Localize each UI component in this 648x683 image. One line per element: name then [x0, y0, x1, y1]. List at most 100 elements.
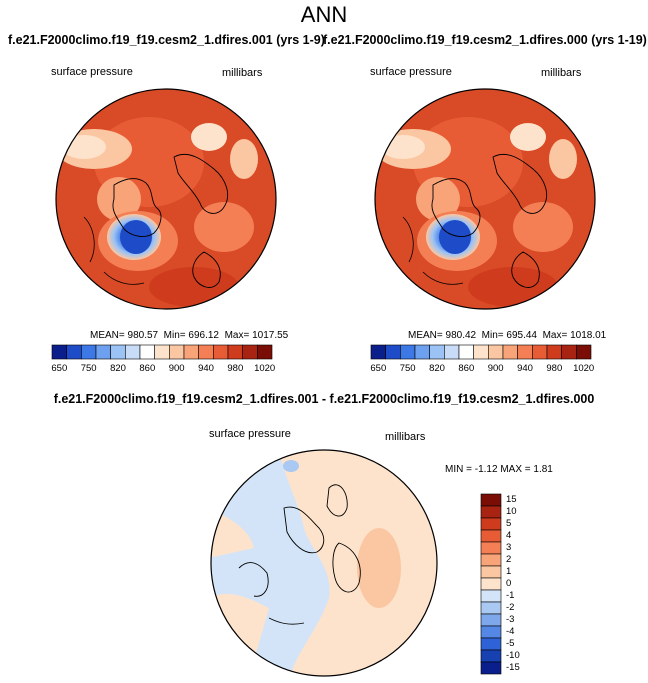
colorbar-tick-label: 860 — [458, 363, 475, 374]
colorbar-swatch — [444, 344, 460, 360]
colorbar-swatch — [502, 344, 518, 360]
colorbar-swatch — [517, 344, 533, 360]
colorbar-swatch — [370, 344, 386, 360]
main-title: ANN — [300, 2, 348, 27]
colorbar-swatch — [66, 344, 82, 360]
colorbar-left — [51, 344, 273, 360]
diff-title: f.e21.F2000climo.f19_f19.cesm2_1.dfires.… — [53, 392, 595, 406]
colorbar-swatch — [183, 344, 199, 360]
min-value-right: 695.44 — [506, 330, 537, 341]
max-value-left: 1017.55 — [252, 330, 289, 341]
colorbar-swatch — [125, 344, 141, 360]
colorbar-swatch — [198, 344, 214, 360]
colorbar-swatch — [257, 344, 273, 360]
colorbar-swatch — [429, 344, 445, 360]
colorbar-tick-label: 820 — [429, 363, 445, 374]
colorbar-swatch — [95, 344, 111, 360]
colorbar-tick-label: 1 — [506, 566, 512, 577]
colorbar-swatch — [480, 565, 502, 579]
colorbar-tick-label: 820 — [110, 363, 126, 374]
colorbar-tick-label: 650 — [370, 363, 387, 374]
colorbar-swatch — [169, 344, 185, 360]
colorbar-swatch — [576, 344, 592, 360]
colorbar-swatch — [480, 625, 502, 639]
max-label-right: Max= — [542, 330, 568, 341]
colorbar-tick-label: -3 — [506, 614, 515, 625]
units-label-diff: millibars — [385, 431, 426, 443]
colorbar-swatch — [480, 577, 502, 591]
min-value-diff: -1.12 — [474, 464, 498, 475]
colorbar-tick-label: 5 — [506, 518, 512, 529]
colorbar-tick-label: 980 — [546, 363, 563, 374]
colorbar-tick-label: 900 — [168, 363, 185, 374]
colorbar-tick-label: 750 — [399, 363, 416, 374]
colorbar-swatch — [561, 344, 577, 360]
colorbar-swatch — [480, 637, 502, 651]
min-value-left: 696.12 — [188, 330, 219, 341]
colorbar-tick-label: 1020 — [254, 363, 276, 374]
stats-right: MEAN= 980.42 Min= 695.44 Max= 1018.01 — [408, 330, 606, 341]
colorbar-swatch — [414, 344, 430, 360]
colorbar-swatch — [227, 344, 243, 360]
colorbar-swatch — [546, 344, 562, 360]
colorbar-swatch — [385, 344, 401, 360]
variable-label-diff: surface pressure — [209, 428, 291, 440]
colorbar-swatch — [480, 553, 502, 567]
colorbar-right — [370, 344, 592, 360]
colorbar-tick-label: 0 — [506, 578, 512, 589]
min-label-diff: MIN = — [445, 464, 472, 475]
colorbar-tick-label: 650 — [51, 363, 68, 374]
mean-label-left: MEAN= — [90, 330, 125, 341]
colorbar-swatch — [242, 344, 258, 360]
colorbar-tick-label: 4 — [506, 530, 512, 541]
mean-value-right: 980.42 — [445, 330, 477, 341]
colorbar-swatch — [480, 589, 502, 603]
colorbar-swatch — [480, 661, 502, 675]
colorbar-tick-label: 860 — [139, 363, 156, 374]
colorbar-tick-label: 15 — [506, 494, 517, 505]
colorbar-swatch — [139, 344, 155, 360]
colorbar-tick-label: -15 — [506, 662, 520, 673]
mean-label-right: MEAN= — [408, 330, 443, 341]
colorbar-swatch — [213, 344, 229, 360]
colorbar-diff — [480, 493, 502, 675]
colorbar-tick-label: -10 — [506, 650, 520, 661]
colorbar-tick-label: 2 — [506, 554, 512, 565]
colorbar-swatch — [480, 505, 502, 519]
colorbar-swatch — [458, 344, 474, 360]
colorbar-swatch — [51, 344, 67, 360]
colorbar-swatch — [480, 541, 502, 555]
colorbar-tick-label: -4 — [506, 626, 515, 637]
min-label-right: Min= — [481, 330, 504, 341]
colorbar-tick-label: -1 — [506, 590, 515, 601]
colorbar-swatch — [532, 344, 548, 360]
stats-diff: MIN = -1.12 MAX = 1.81 — [445, 464, 553, 475]
variable-label-right: surface pressure — [370, 66, 452, 78]
colorbar-tick-label: -5 — [506, 638, 515, 649]
colorbar-swatch — [480, 529, 502, 543]
polar-map-diff — [210, 449, 438, 677]
colorbar-tick-label: -2 — [506, 602, 515, 613]
colorbar-tick-label: 980 — [227, 363, 244, 374]
variable-label-left: surface pressure — [51, 66, 133, 78]
polar-map-left — [55, 88, 277, 310]
units-label-left: millibars — [222, 67, 263, 79]
stats-left: MEAN= 980.57 Min= 696.12 Max= 1017.55 — [90, 330, 288, 341]
case-title-right: f.e21.F2000climo.f19_f19.cesm2_1.dfires.… — [323, 33, 647, 47]
colorbar-swatch — [480, 601, 502, 615]
max-label-left: Max= — [224, 330, 250, 341]
colorbar-swatch — [480, 649, 502, 663]
colorbar-swatch — [81, 344, 97, 360]
polar-map-right — [374, 88, 596, 310]
colorbar-tick-label: 10 — [506, 506, 517, 517]
colorbar-tick-label: 750 — [80, 363, 97, 374]
colorbar-tick-label: 940 — [517, 363, 533, 374]
min-label-left: Min= — [163, 330, 186, 341]
max-label-diff: MAX = — [500, 464, 531, 475]
colorbar-swatch — [480, 613, 502, 627]
colorbar-swatch — [473, 344, 489, 360]
max-value-right: 1018.01 — [570, 330, 607, 341]
max-value-diff: 1.81 — [533, 464, 553, 475]
units-label-right: millibars — [541, 67, 582, 79]
colorbar-tick-label: 3 — [506, 542, 512, 553]
